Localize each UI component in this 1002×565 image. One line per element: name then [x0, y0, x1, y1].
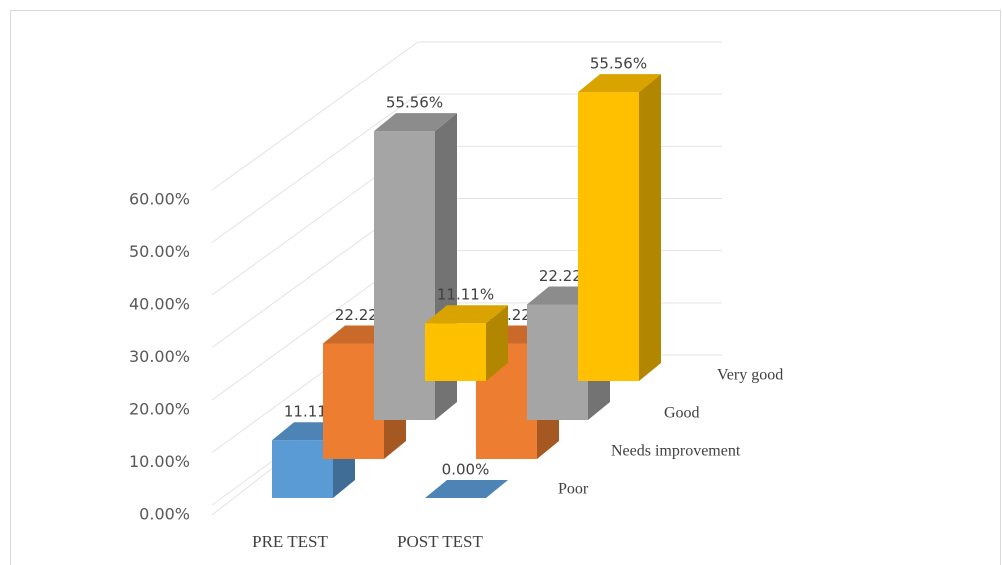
bar-top	[374, 113, 457, 132]
grid-line	[211, 41, 419, 191]
y-tick-label: 60.00%	[129, 190, 190, 209]
bar-top	[425, 305, 508, 324]
data-label: 11.11%	[437, 286, 494, 304]
bar-front	[323, 343, 384, 459]
bar	[578, 74, 661, 381]
x-tick-label: POST TEST	[397, 532, 483, 551]
bar-front	[578, 92, 639, 381]
x-tick-label: PRE TEST	[252, 532, 328, 551]
grid-line	[211, 93, 419, 243]
series-label: Needs improvement	[611, 443, 741, 460]
bar-top	[425, 480, 508, 498]
y-tick-label: 20.00%	[129, 400, 190, 419]
bar	[425, 305, 508, 381]
bar-top	[578, 74, 661, 93]
series-label: Very good	[717, 367, 783, 384]
bar	[425, 480, 508, 498]
bar-side	[639, 74, 661, 381]
y-tick-label: 30.00%	[129, 347, 190, 366]
series-label: Good	[664, 405, 700, 422]
bar-front	[272, 440, 333, 498]
y-tick-label: 10.00%	[129, 452, 190, 471]
y-tick-label: 40.00%	[129, 295, 190, 314]
bar-front	[527, 304, 588, 420]
chart-frame	[10, 10, 1001, 565]
bar-front	[374, 131, 435, 420]
y-tick-label: 50.00%	[129, 242, 190, 261]
data-label: 55.56%	[386, 94, 443, 112]
bar-front	[425, 323, 486, 381]
bar-side	[486, 305, 508, 381]
data-label: 55.56%	[590, 55, 647, 73]
series-label: Poor	[558, 481, 589, 498]
y-tick-label: 0.00%	[139, 505, 190, 524]
data-label: 0.00%	[442, 461, 490, 479]
